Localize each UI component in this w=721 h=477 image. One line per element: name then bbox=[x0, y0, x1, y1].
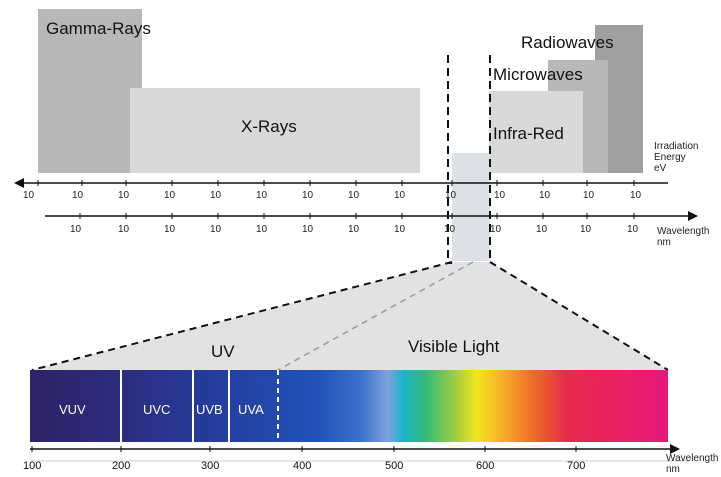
energy-tick: 10 bbox=[302, 190, 314, 201]
wavelength-tick: 10 bbox=[394, 224, 406, 235]
spectrum-axis-arrow bbox=[670, 444, 680, 454]
energy-tick: 10 bbox=[583, 190, 595, 201]
wavelength-tick: 10 bbox=[490, 224, 502, 235]
spectrum-tick: 500 bbox=[385, 460, 404, 472]
spectrum-axis-title-line1: Wavelength bbox=[666, 453, 719, 464]
energy-axis-title: Irradiation Energy eV bbox=[654, 141, 698, 174]
energy-tick: 10 bbox=[118, 190, 130, 201]
infrared-box bbox=[489, 91, 583, 173]
x-rays-box bbox=[130, 88, 420, 173]
spectrum-bar bbox=[30, 370, 668, 442]
visible-light-label: Visible Light bbox=[408, 337, 500, 356]
wavelength-axis-title-line2: nm bbox=[657, 237, 671, 248]
x-rays-label: X-Rays bbox=[241, 117, 297, 136]
energy-tick: 10 bbox=[256, 190, 268, 201]
spectrum-tick: 300 bbox=[201, 460, 220, 472]
energy-tick: 10 bbox=[72, 190, 84, 201]
wavelength-axis-arrow bbox=[688, 211, 698, 221]
spectrum-tick: 200 bbox=[112, 460, 131, 472]
energy-tick: 10 bbox=[348, 190, 360, 201]
funnel-right-edge bbox=[489, 261, 669, 371]
wavelength-tick: 10 bbox=[164, 224, 176, 235]
energy-tick: 10 bbox=[494, 190, 506, 201]
band-uva-label: UVA bbox=[238, 402, 264, 417]
wavelength-axis-title: Wavelength nm bbox=[657, 226, 709, 248]
funnel-left-edge bbox=[31, 261, 453, 371]
spectrum-axis-ticks bbox=[31, 446, 577, 452]
energy-axis-ticks bbox=[37, 180, 635, 186]
band-uvc-label: UVC bbox=[143, 402, 171, 417]
radiowaves-label: Radiowaves bbox=[521, 33, 614, 52]
wavelength-tick: 10 bbox=[256, 224, 268, 235]
wavelength-axis-title-line1: Wavelength bbox=[657, 226, 710, 237]
band-vuv-label: VUV bbox=[59, 402, 86, 417]
microwaves-label: Microwaves bbox=[493, 65, 583, 84]
wavelength-tick: 10 bbox=[444, 224, 456, 235]
band-uvb-label: UVB bbox=[196, 402, 223, 417]
spectrum-axis-title: Wavelength nm bbox=[666, 453, 718, 475]
wavelength-tick: 10 bbox=[210, 224, 222, 235]
spectrum-tick: 600 bbox=[476, 460, 495, 472]
uv-label: UV bbox=[211, 342, 235, 361]
energy-tick: 10 bbox=[164, 190, 176, 201]
infrared-label: Infra-Red bbox=[493, 124, 564, 143]
spectrum-tick: 700 bbox=[567, 460, 586, 472]
wavelength-tick: 10 bbox=[580, 224, 592, 235]
spectrum-tick: 400 bbox=[293, 460, 312, 472]
energy-tick: 10 bbox=[539, 190, 551, 201]
funnel-uv-visible-divider bbox=[277, 261, 474, 371]
energy-axis-title-line1: Irradiation bbox=[654, 141, 699, 152]
energy-tick: 10 bbox=[394, 190, 406, 201]
wavelength-tick: 10 bbox=[118, 224, 130, 235]
gamma-rays-box bbox=[38, 9, 142, 173]
energy-tick: 10 bbox=[23, 190, 35, 201]
wavelength-tick: 10 bbox=[302, 224, 314, 235]
uv-window-box bbox=[452, 153, 490, 261]
wavelength-tick: 10 bbox=[627, 224, 639, 235]
wavelength-tick: 10 bbox=[536, 224, 548, 235]
spectrum-axis-title-line2: nm bbox=[666, 464, 680, 475]
spectrum-tick: 100 bbox=[23, 460, 42, 472]
energy-tick: 10 bbox=[210, 190, 222, 201]
wavelength-tick: 10 bbox=[348, 224, 360, 235]
energy-axis-arrow bbox=[14, 178, 24, 188]
gamma-rays-label: Gamma-Rays bbox=[46, 19, 151, 38]
energy-tick: 10 bbox=[630, 190, 642, 201]
energy-axis-title-line3: eV bbox=[654, 163, 667, 174]
zoom-funnel bbox=[32, 262, 668, 370]
wavelength-tick: 10 bbox=[70, 224, 82, 235]
energy-axis-title-line2: Energy bbox=[654, 152, 686, 163]
energy-tick: 10 bbox=[445, 190, 457, 201]
wavelength-axis-ticks bbox=[79, 213, 635, 219]
